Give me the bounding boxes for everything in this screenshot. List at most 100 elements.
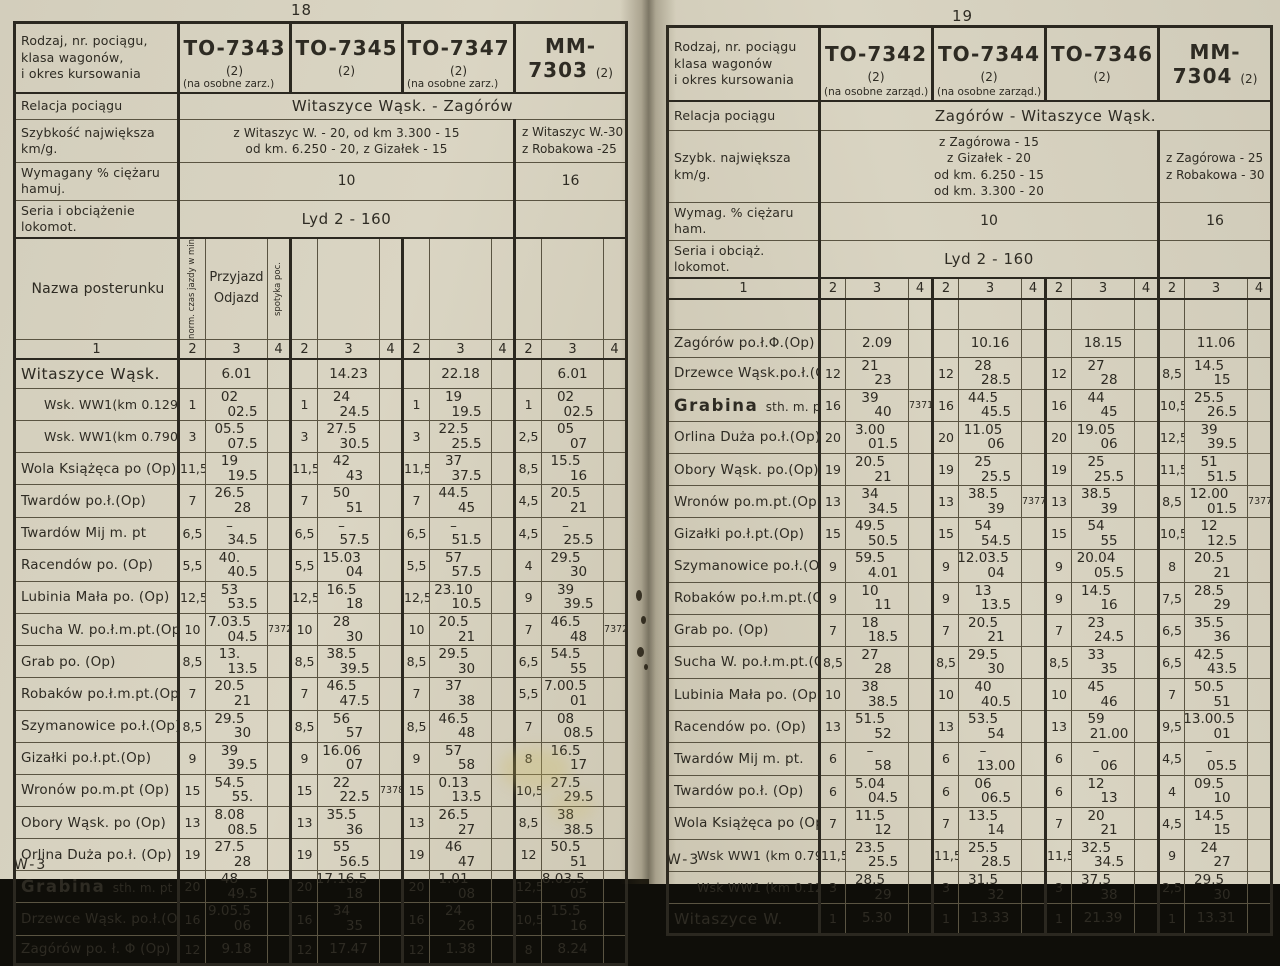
departure-time: 56.5	[339, 853, 370, 870]
time-cell: 20.5 21	[205, 677, 268, 711]
czas-cell: 5,5	[513, 677, 543, 711]
station-row: Gizałki po.ł.pt.(Op) 15 49.5 50.5 15 54 54.5 15…	[667, 517, 1273, 551]
departure-time: 05.5	[1094, 565, 1125, 582]
train-header-TO-7345: TO-7345 (2)	[289, 22, 404, 94]
departure-time: 34.5	[867, 500, 899, 517]
time-cell: 22 22.5	[317, 773, 381, 807]
time-cell: 16.5 17	[541, 741, 605, 775]
col-number: 4	[603, 338, 628, 361]
time-cell: 33 35	[1071, 645, 1136, 680]
czas-cell: 13	[401, 805, 431, 840]
spotyka-cell	[1134, 870, 1160, 905]
spotyka-cell	[266, 773, 292, 807]
arrival-time: 28	[974, 357, 992, 374]
arrival-time: 20.5	[967, 614, 999, 631]
czas-cell: 10	[818, 678, 846, 712]
spotyka-cell	[266, 838, 292, 872]
szybkosc-row: Szybk. największa km/g. z Zagórowa - 15 z …	[667, 130, 1273, 203]
arrival-time: 15.03	[322, 549, 361, 566]
time-cell: 28.5 29	[1184, 581, 1249, 615]
departure-time: 05	[569, 885, 588, 902]
arrival-time: 53	[220, 581, 239, 598]
time-cell: 02 02.5	[205, 387, 268, 422]
train-header-MM-7303: MM-7303 (2)	[513, 22, 628, 94]
time-cell	[958, 298, 1023, 330]
train-class: (2)	[338, 64, 356, 79]
time-cell: 14.23	[317, 358, 381, 389]
relacja-row: Relacja pociągu Zagórów - Witaszyce Wąsk.	[667, 100, 1273, 131]
train-header-row: Rodzaj, nr. pociągu, klasa wagonów, i ok…	[14, 22, 628, 94]
station-name-cell: Twardów po.ł.(Op)	[14, 484, 179, 518]
time: 11.06	[1196, 334, 1236, 351]
arrival-time: 46	[444, 839, 463, 856]
departure-time: 13.5	[451, 789, 482, 806]
arrival-time: 0.13	[438, 774, 469, 791]
departure-time: 02.5	[227, 403, 258, 420]
arrival-time: 54.5	[214, 774, 245, 791]
arrival-time: 24	[332, 388, 351, 405]
arrival-time: –	[226, 517, 233, 534]
time-cell: 38 38.5	[845, 678, 909, 712]
arrival-time: –	[1205, 743, 1213, 760]
czas-cell: 19	[1044, 452, 1073, 487]
time-cell: 19.05 06	[1071, 420, 1136, 454]
spotyka-cell	[1021, 388, 1047, 422]
spotyka-cell	[907, 870, 934, 905]
departure-time: 34.5	[1094, 854, 1125, 871]
departure-time: 25.5	[563, 532, 594, 549]
time: 13.31	[1196, 910, 1236, 927]
time-cell: 13.00.5 01	[1184, 710, 1249, 744]
czas-cell: 10	[177, 613, 206, 647]
station-row: Szymanowice po.ł.(Op) 8,5 29.5 30 8,5 56 57 8,5…	[14, 709, 628, 743]
departure-time: 04.5	[867, 790, 899, 807]
train-class: (2)	[867, 70, 885, 85]
czas-cell: 16	[177, 902, 206, 936]
czas-cell: 12	[1044, 356, 1073, 390]
spotyka-cell	[379, 709, 404, 743]
time-cell: 1.38	[429, 934, 493, 965]
wymagany-last: 16	[1157, 202, 1273, 241]
spotyka-cell	[266, 452, 292, 486]
arrival-time: 29.5	[438, 646, 469, 663]
arrival-time: 20.5	[854, 453, 886, 470]
departure-time: 35	[1100, 661, 1118, 678]
time-cell: 54 55	[1071, 517, 1136, 551]
departure-time: 50.5	[867, 532, 899, 549]
time: 21.39	[1083, 910, 1123, 927]
czas-cell: 4,5	[1157, 742, 1186, 776]
departure-time: 13.5	[227, 660, 258, 677]
czas-cell: 15	[931, 517, 960, 551]
station-name-cell: Twardów po.ł. (Op)	[667, 774, 820, 808]
relacja-row: Relacja pociągu Witaszyce Wąsk. - Zagórów	[14, 92, 628, 120]
spotyka-cell	[491, 387, 516, 422]
spotyka-cell	[266, 548, 292, 582]
train-note: (na osobne zarz.)	[407, 77, 499, 90]
arrival-time: 27.5	[326, 421, 357, 438]
departure-time: 11	[874, 597, 892, 614]
station-row: Twardów Mij m. pt. 6–58 6–13.00 6–06 4,5–05.…	[667, 742, 1273, 776]
departure-time: 21	[987, 629, 1005, 646]
departure-time: 32	[987, 886, 1005, 903]
timetable-page-19: Rodzaj, nr. pociągu klasa wagonów i okre…	[666, 25, 1274, 937]
time-cell: 46 47	[429, 838, 493, 872]
time-cell: 29.5 30	[958, 645, 1023, 680]
departure-time: 28	[233, 499, 252, 516]
departure-time: 38	[457, 692, 476, 709]
spotyka-cell	[603, 838, 628, 872]
page-19: 19 Rodzaj, nr. pociągu klasa wagonów i o…	[649, 0, 1280, 937]
time-cell: 7.00.5 01	[541, 677, 605, 711]
szybkosc-label: Szybkość największa km/g.	[14, 119, 179, 163]
spotyka-cell	[1134, 903, 1160, 936]
time-cell: 17.16.5 18	[317, 870, 381, 904]
time-cell: 25.5 28.5	[958, 838, 1023, 873]
spotyka-cell	[379, 358, 404, 389]
czas-cell	[177, 358, 206, 389]
departure-time: 04.5	[227, 628, 258, 645]
przyjazd-odjazd-cell: Przyjazd Odjazd	[205, 237, 268, 340]
time-cell: 34 34.5	[845, 485, 909, 519]
spotyka-cell	[266, 870, 292, 904]
departure-time: 30	[987, 661, 1005, 678]
departure-time: 12	[874, 822, 892, 839]
czas-cell	[1157, 328, 1186, 358]
departure-time: 24.5	[339, 403, 370, 420]
